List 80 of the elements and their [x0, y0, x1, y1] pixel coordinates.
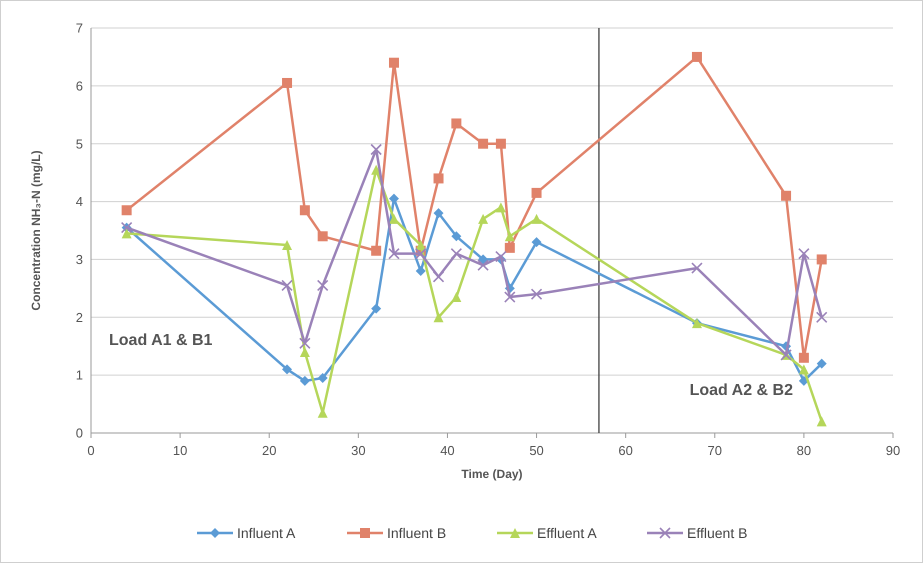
legend-label: Effluent B: [687, 524, 748, 541]
point: [496, 138, 506, 149]
point: [122, 228, 132, 238]
point: [300, 347, 310, 357]
y-tick-label: 7: [76, 20, 83, 36]
point: [318, 231, 328, 242]
point: [816, 358, 827, 369]
point: [530, 288, 542, 300]
y-tick-label: 4: [76, 194, 83, 210]
y-tick-label: 3: [76, 252, 83, 267]
point: [371, 246, 382, 256]
annotation: Load A2 & B2: [690, 382, 794, 399]
legend-label: Effluent A: [537, 524, 598, 541]
point: [300, 376, 310, 386]
point: [816, 254, 827, 264]
point: [370, 144, 382, 156]
point: [388, 214, 399, 224]
x-axis-title: Time (Day): [461, 467, 523, 481]
point: [282, 78, 292, 88]
y-tick-label: 2: [76, 310, 83, 325]
point: [504, 242, 515, 253]
point: [450, 248, 462, 260]
annotation: Load A1 & B1: [109, 332, 213, 349]
y-axis-title: Concentration NH₃-N (mg/L): [29, 150, 43, 311]
point: [504, 231, 515, 242]
x-tick-label: 20: [262, 443, 276, 458]
point: [477, 259, 489, 272]
point: [281, 280, 293, 292]
point: [432, 270, 444, 283]
point: [434, 173, 444, 184]
point: [496, 202, 506, 212]
point: [318, 373, 328, 384]
point: [388, 248, 400, 260]
point: [798, 352, 809, 363]
point: [371, 304, 382, 314]
legend-label: Influent B: [387, 524, 446, 541]
point: [504, 291, 516, 303]
y-tick-label: 1: [76, 368, 83, 383]
y-tick-label: 5: [76, 136, 83, 152]
point: [532, 214, 542, 224]
point: [781, 190, 792, 201]
point: [299, 338, 311, 350]
point: [434, 312, 444, 322]
point: [692, 52, 702, 62]
point: [798, 248, 810, 260]
point: [532, 188, 542, 198]
point: [532, 237, 542, 248]
point: [282, 364, 292, 374]
x-tick-label: 70: [708, 443, 722, 458]
point: [691, 262, 703, 274]
point: [316, 280, 328, 292]
point: [388, 58, 399, 68]
point: [122, 205, 132, 216]
legend-label: Influent A: [237, 524, 296, 541]
x-tick-label: 0: [87, 443, 95, 458]
x-tick-label: 40: [440, 443, 455, 458]
point: [414, 248, 427, 260]
point: [300, 205, 310, 216]
point: [478, 138, 488, 149]
x-tick-label: 90: [886, 443, 900, 458]
point: [478, 254, 488, 264]
point: [798, 364, 809, 374]
point: [434, 208, 444, 218]
point: [451, 292, 462, 302]
point: [495, 250, 507, 262]
point: [478, 214, 488, 224]
point: [451, 231, 462, 242]
y-tick-label: 0: [76, 426, 83, 441]
point: [416, 240, 426, 250]
y-tick-label: 6: [76, 78, 83, 94]
x-tick-label: 50: [529, 443, 544, 458]
x-tick-label: 60: [618, 443, 633, 458]
point: [451, 118, 462, 128]
x-tick-label: 80: [796, 443, 812, 458]
point: [416, 266, 426, 276]
x-tick-label: 30: [351, 443, 366, 458]
point: [816, 416, 827, 426]
point: [816, 311, 828, 324]
x-tick-label: 10: [172, 443, 188, 458]
point: [282, 240, 292, 250]
